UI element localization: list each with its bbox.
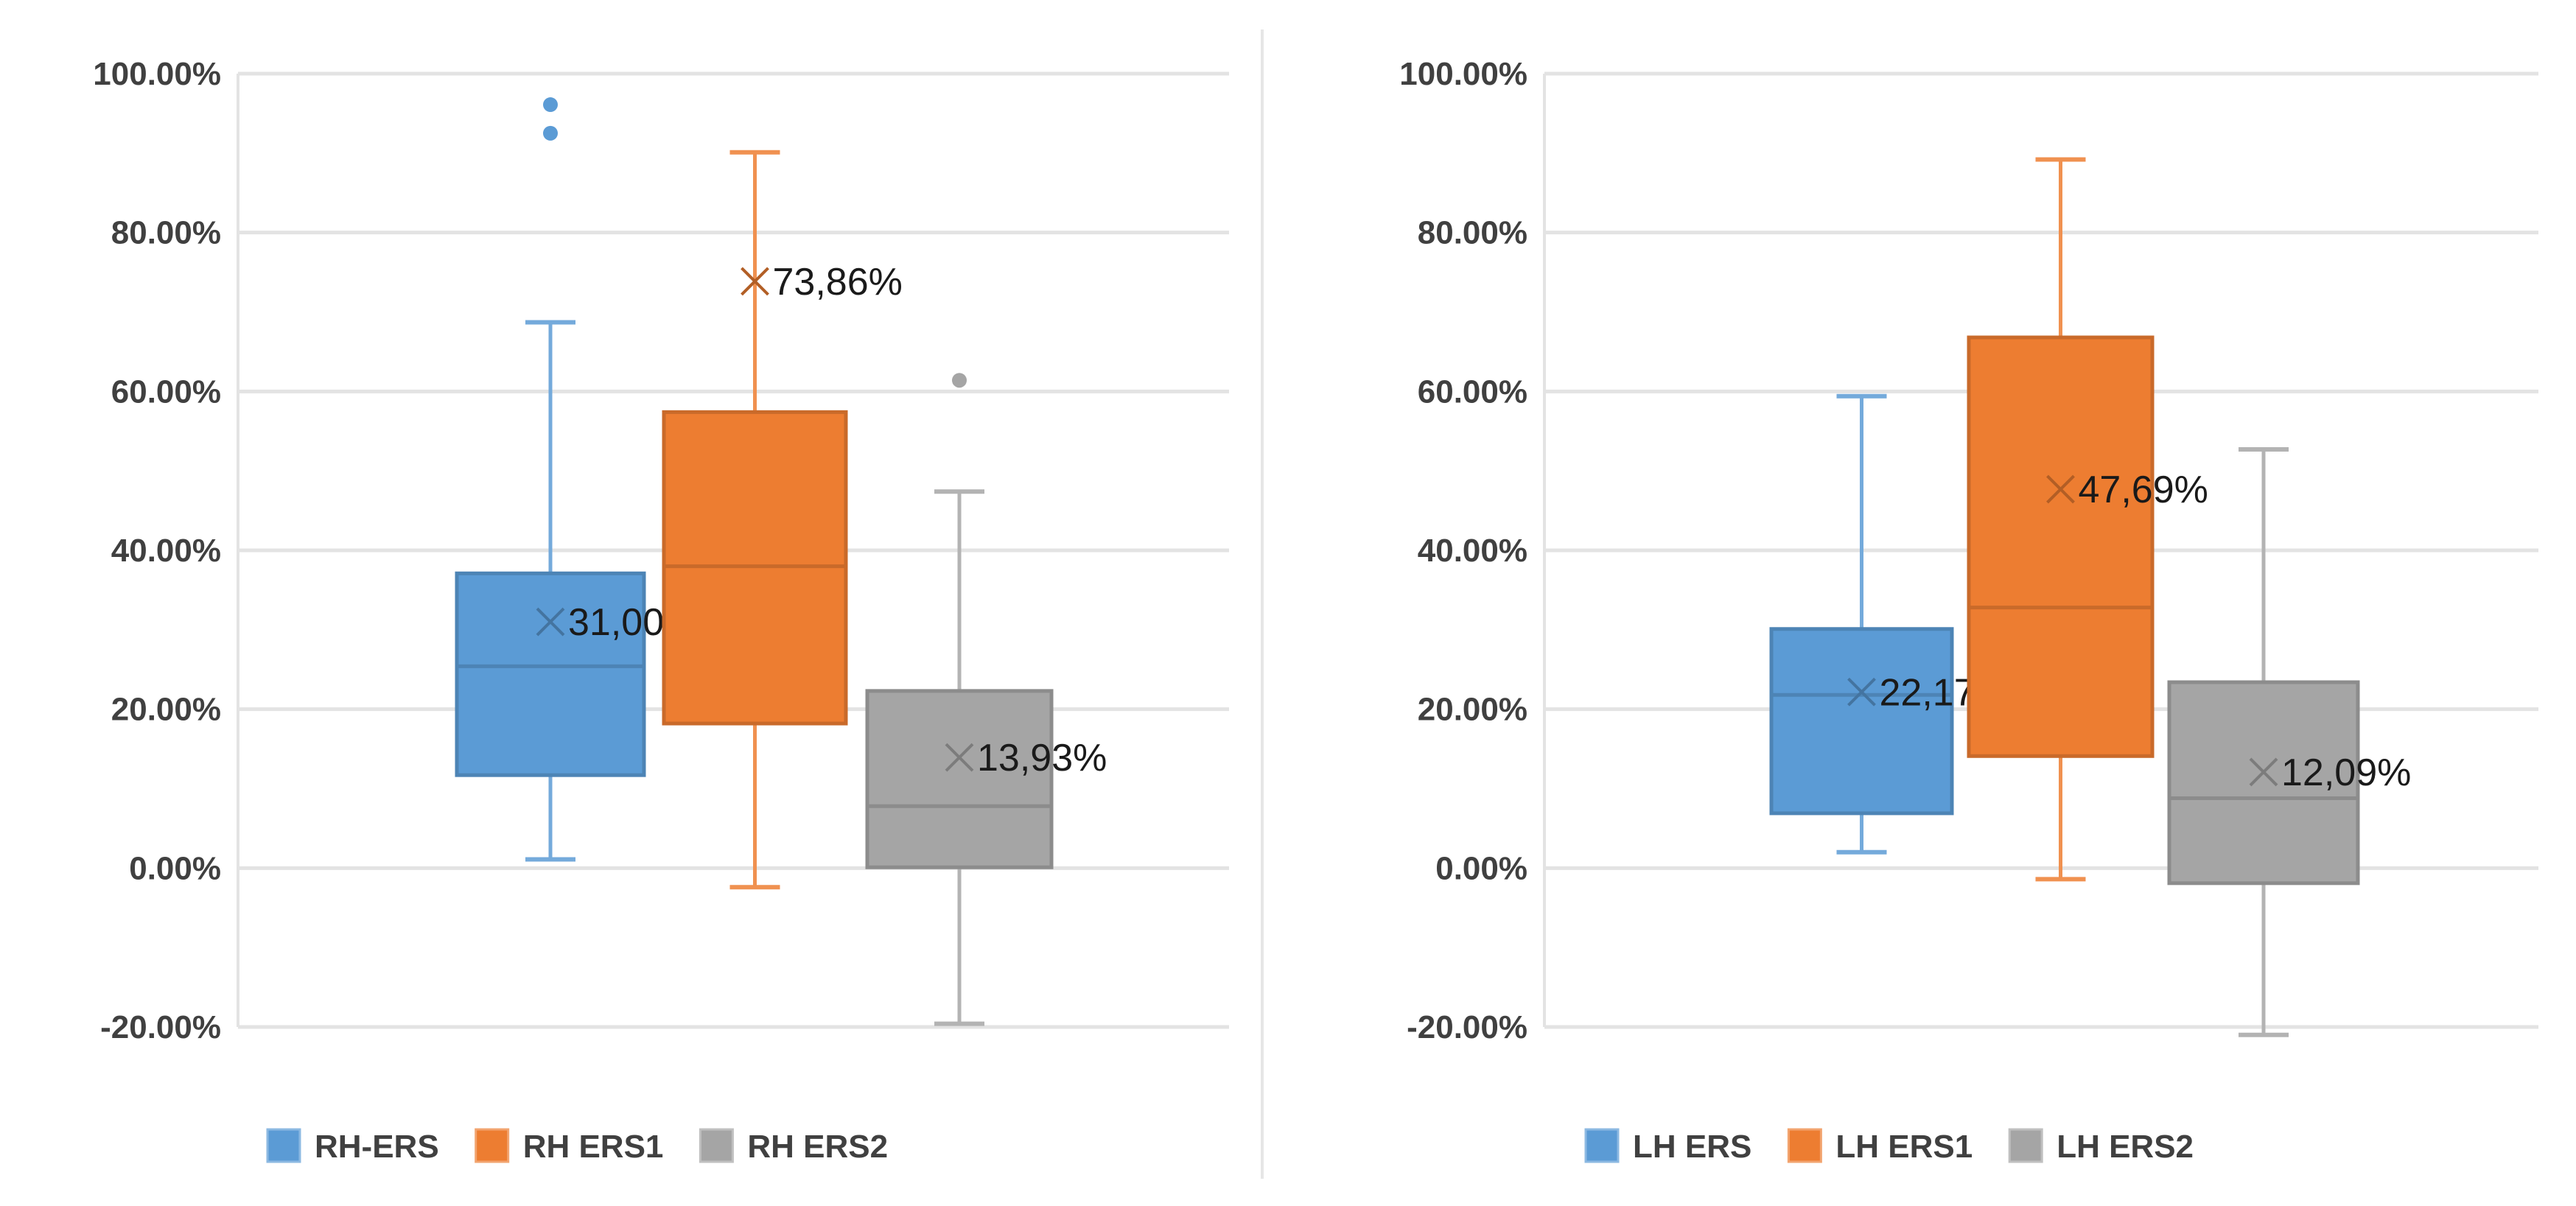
mean-marker — [2249, 757, 2278, 787]
outlier-point — [952, 373, 967, 388]
y-tick-label: 40.00% — [1418, 533, 1527, 569]
mean-marker — [1847, 677, 1876, 707]
y-tick-label: 0.00% — [129, 850, 221, 886]
mean-marker — [536, 607, 565, 637]
legend-label: RH ERS2 — [747, 1129, 888, 1165]
series-rh-ers1: 73,86% — [662, 150, 903, 890]
mean-data-label: 47,69% — [2079, 469, 2208, 511]
mean-data-label: 73,86% — [773, 261, 903, 304]
y-tick-label: 20.00% — [111, 692, 221, 728]
legend-item: RH ERS2 — [699, 1128, 888, 1165]
y-tick-label: 60.00% — [1418, 374, 1527, 410]
legend-swatch — [266, 1128, 301, 1163]
legend-swatch — [1584, 1128, 1620, 1163]
y-tick-label: 40.00% — [111, 533, 221, 569]
iqr-box — [1769, 627, 1954, 816]
mean-marker — [2046, 474, 2075, 504]
legend-label: RH-ERS — [315, 1129, 439, 1165]
outlier-point — [543, 97, 558, 113]
y-tick-label: 100.00% — [1399, 56, 1527, 92]
series-rh-ers: 31,00% — [455, 97, 698, 862]
iqr-box — [2167, 680, 2360, 886]
legend-label: LH ERS2 — [2057, 1129, 2194, 1165]
mean-marker — [741, 267, 769, 296]
mean-marker — [945, 743, 974, 772]
series-rh-ers2: 13,93% — [865, 373, 1107, 1026]
legend-swatch — [699, 1128, 734, 1163]
legend-label: RH ERS1 — [523, 1129, 664, 1165]
iqr-box — [865, 689, 1054, 869]
y-tick-label: 100.00% — [93, 56, 221, 92]
legend-swatch — [1787, 1128, 1822, 1163]
legend-item: LH ERS1 — [1787, 1128, 1973, 1165]
legend-item: LH ERS — [1584, 1128, 1751, 1165]
legend-item: LH ERS2 — [2008, 1128, 2194, 1165]
chart-panel-2: 100.00% 80.00% 60.00% 40.00% 20.00% 0.00% -20.… — [1399, 56, 2538, 1165]
legend-swatch — [2008, 1128, 2043, 1163]
iqr-box — [455, 571, 646, 777]
mean-data-label: 12,09% — [2281, 751, 2411, 794]
y-tick-label: 0.00% — [1435, 850, 1527, 886]
outlier-point — [543, 125, 558, 141]
y-tick-label: -20.00% — [1407, 1009, 1527, 1045]
legend-label: LH ERS — [1633, 1129, 1751, 1165]
iqr-box — [1967, 335, 2155, 758]
legend-item: RH-ERS — [266, 1128, 439, 1165]
legend-label: LH ERS1 — [1835, 1129, 1973, 1165]
y-tick-label: 80.00% — [1418, 215, 1527, 251]
y-tick-label: 80.00% — [111, 215, 221, 251]
series-lh-ers2: 12,09% — [2167, 447, 2411, 1037]
y-tick-label: 20.00% — [1418, 692, 1527, 728]
chart-panel-1: 100.00% 80.00% 60.00% 40.00% 20.00% 0.00% -20.… — [93, 56, 1229, 1165]
series-lh-ers1: 47,69% — [1967, 157, 2208, 882]
y-tick-label: -20.00% — [100, 1009, 221, 1045]
legend-swatch — [475, 1128, 510, 1163]
y-tick-label: 60.00% — [111, 374, 221, 410]
legend-item: RH ERS1 — [475, 1128, 664, 1165]
mean-data-label: 13,93% — [977, 737, 1107, 779]
